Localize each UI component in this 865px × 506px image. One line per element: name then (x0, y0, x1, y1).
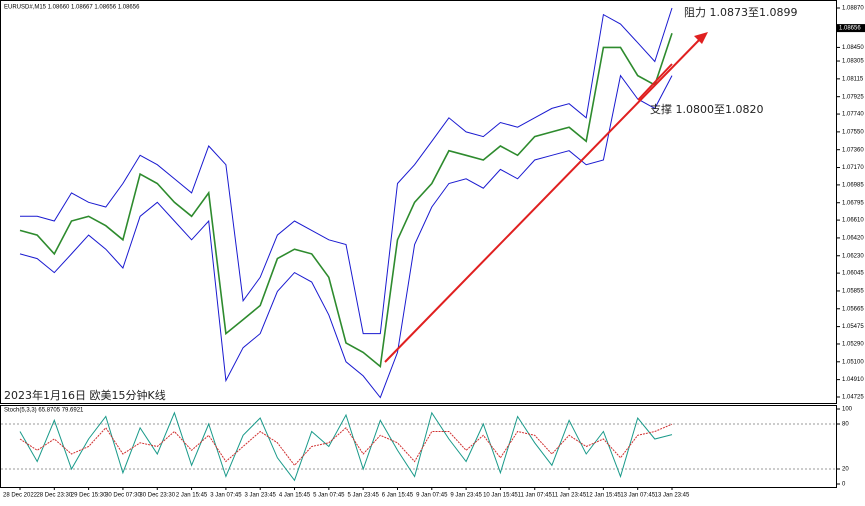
x-tick-label: 29 Dec 15:30 (71, 493, 107, 499)
x-tick-label: 9 Jan 07:45 (416, 493, 448, 499)
x-tick-label: 5 Jan 23:45 (347, 493, 379, 499)
y-tick-label: 1.07740 (842, 112, 864, 118)
y-tick-label: 1.08450 (842, 45, 864, 51)
y-tick-label: 1.06795 (842, 200, 864, 206)
y-tick-label: 1.07550 (842, 129, 864, 135)
y-tick-label: 0 (842, 482, 846, 488)
main-frame (0, 0, 837, 404)
x-tick-label: 30 Dec 07:30 (105, 493, 141, 499)
y-tick-label: 1.06420 (842, 236, 864, 242)
y-tick-label: 1.08870 (842, 6, 864, 12)
x-tick-label: 30 Dec 23:30 (139, 493, 175, 499)
x-tick-label: 6 Jan 15:45 (382, 493, 414, 499)
y-tick-label: 1.06985 (842, 182, 864, 188)
series-line (20, 7, 673, 335)
x-tick-label: 11 Jan 23:45 (552, 493, 587, 499)
x-tick-label: 4 Jan 15:45 (279, 493, 311, 499)
y-tick-label: 1.05855 (842, 289, 864, 295)
trend-arrow (384, 36, 703, 363)
y-tick-label: 1.04725 (842, 395, 864, 401)
y-tick-label: 1.07170 (842, 165, 864, 171)
x-tick-label: 13 Jan 23:45 (655, 493, 690, 499)
y-tick-label: 1.07925 (842, 94, 864, 100)
x-tick-label: 9 Jan 23:45 (450, 493, 482, 499)
x-tick-label: 3 Jan 07:45 (210, 493, 242, 499)
y-tick-label: 100 (842, 407, 853, 413)
series-line (19, 411, 673, 482)
y-tick-label: 1.05475 (842, 324, 864, 330)
support-note: 支撑 1.0800至1.0820 (650, 102, 763, 116)
x-tick-label: 28 Dec 23:30 (36, 493, 72, 499)
arrow-head (694, 32, 708, 44)
y-tick-label: 1.04910 (842, 377, 864, 383)
y-tick-label: 1.08115 (842, 76, 864, 82)
y-tick-label: 1.05665 (842, 306, 864, 312)
trend-segment (637, 63, 673, 101)
series-line (19, 74, 673, 399)
y-tick-label: 20 (842, 467, 849, 473)
x-tick-label: 12 Jan 15:45 (586, 493, 621, 499)
y-tick-label: 1.05100 (842, 359, 864, 365)
x-tick-label: 28 Dec 2022 (3, 493, 38, 499)
x-tick-label: 2 Jan 15:45 (176, 493, 208, 499)
y-tick-label: 80 (842, 422, 849, 428)
chart-title: EURUSD#,M15 1.08660 1.08667 1.08656 1.08… (4, 5, 140, 11)
current-price-label: 1.08656 (839, 26, 861, 32)
x-tick-label: 5 Jan 07:45 (313, 493, 345, 499)
x-tick-label: 10 Jan 15:45 (483, 493, 518, 499)
x-tick-label: 13 Jan 07:45 (620, 493, 655, 499)
y-tick-label: 1.06045 (842, 271, 864, 277)
y-tick-label: 1.06610 (842, 218, 864, 224)
caption: 2023年1月16日 欧美15分钟K线 (4, 388, 166, 402)
current-price-box (837, 24, 865, 33)
series-line (19, 423, 673, 467)
series-line (19, 33, 673, 369)
resistance-note: 阻力 1.0873至1.0899 (684, 6, 797, 19)
stoch-title: Stoch(5,3,3) 65.8705 79.6921 (4, 408, 84, 414)
y-tick-label: 1.07360 (842, 147, 864, 153)
y-tick-label: 1.06230 (842, 253, 864, 259)
stoch-frame (0, 405, 837, 488)
y-tick-label: 1.05290 (842, 342, 864, 348)
y-tick-label: 1.08305 (842, 59, 864, 65)
x-tick-label: 3 Jan 23:45 (245, 493, 277, 499)
x-tick-label: 11 Jan 07:45 (518, 493, 553, 499)
